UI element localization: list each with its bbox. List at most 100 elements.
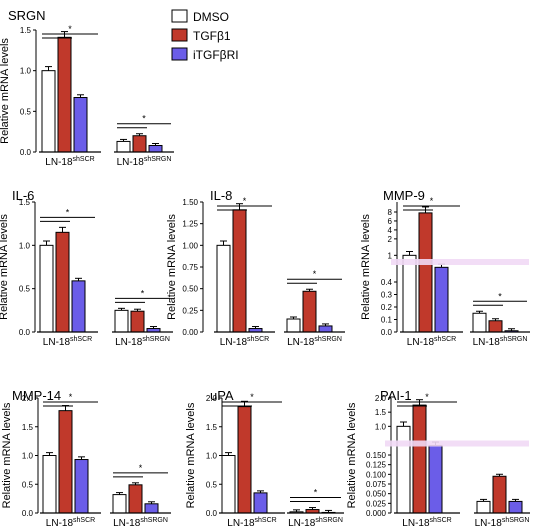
y-tick-label: 0.00: [182, 328, 198, 337]
y-tick-label: 1: [388, 251, 393, 260]
y-tick-label: 2.0: [22, 394, 34, 403]
legend-swatch: [171, 47, 188, 61]
y-tick-label: 1.5: [19, 198, 31, 207]
y-tick-label: 0.50: [182, 285, 198, 294]
legend-label: DMSO: [193, 10, 229, 24]
significance-star: *: [243, 196, 247, 206]
y-tick-label: 1.5: [20, 26, 32, 35]
group-label: LN-18shSCR: [402, 517, 451, 526]
bar-DMSO: [221, 455, 236, 514]
significance-star: *: [141, 288, 145, 298]
bar-TGF1: [132, 135, 147, 153]
y-axis-label: Relative mRNA levels: [0, 214, 10, 320]
y-axis-label: Relative mRNA levels: [0, 38, 11, 144]
significance-star: *: [313, 269, 317, 279]
y-axis-label: Relative mRNA levels: [166, 214, 178, 320]
legend-label: iTGFβRI: [193, 48, 239, 62]
y-tick-label: 0.0: [19, 328, 31, 337]
bar-DMSO: [39, 244, 54, 333]
bar-TGF1: [128, 484, 143, 514]
y-tick-label: 0.5: [22, 480, 34, 489]
y-tick-label: 1.0: [22, 452, 34, 461]
y-tick-label: 0.25: [182, 306, 198, 315]
bar-TGF1: [237, 406, 252, 514]
y-tick-label: 1.5: [22, 423, 34, 432]
bar-iTGFRI: [74, 459, 89, 514]
y-tick-label: 0.5: [206, 480, 218, 489]
bar-iTGFRI: [144, 503, 159, 514]
bar-iTGFRI: [148, 144, 163, 153]
y-tick-label: 1.5: [375, 408, 387, 417]
y-tick-label: 0.0: [206, 509, 218, 518]
chart-title: uPA: [210, 388, 234, 403]
y-tick-label: 0.5: [19, 285, 31, 294]
bar-DMSO: [42, 455, 57, 514]
y-tick-label: 0.000: [366, 509, 387, 518]
legend: DMSO TGFβ1 iTGFβRI: [171, 9, 239, 62]
significance-star: *: [498, 291, 502, 301]
bar-iTGFRI: [434, 266, 449, 333]
group-label: LN-18shSRGN: [473, 336, 528, 348]
chart-title: IL-8: [210, 188, 232, 203]
y-tick-label: 0.2: [381, 303, 393, 312]
chart-panel-upa: uPA Relative mRNA levels 0.0 0.5 1.0 1.5 2.0 LN…: [185, 388, 344, 526]
legend-swatch: [171, 28, 188, 42]
group-label: LN-18shSCR: [220, 336, 269, 348]
bar-TGF1: [412, 404, 427, 514]
bar-DMSO: [216, 244, 231, 333]
axis-break: [391, 259, 529, 265]
group-label: LN-18shSRGN: [287, 336, 342, 348]
y-tick-label: 1.0: [206, 452, 218, 461]
bar-DMSO: [286, 318, 301, 333]
y-tick-label: 1.5: [206, 423, 218, 432]
bar-TGF1: [418, 212, 433, 333]
y-tick-label: 1.25: [182, 220, 198, 229]
significance-star: *: [425, 392, 429, 402]
y-tick-label: 0.75: [182, 263, 198, 272]
bar-DMSO: [41, 70, 56, 153]
y-tick-label: 0.1: [381, 316, 393, 325]
y-tick-label: 2.0: [206, 394, 218, 403]
bar-iTGFRI: [253, 492, 268, 514]
bar-iTGFRI: [73, 97, 88, 153]
axis-break: [385, 440, 529, 447]
significance-star: *: [314, 488, 318, 498]
bar-iTGFRI: [428, 444, 443, 514]
group-label: LN-18shSRGN: [288, 517, 343, 526]
y-tick-label: 1.50: [182, 198, 198, 207]
y-tick-label: 0.0: [381, 328, 393, 337]
bar-DMSO: [116, 140, 131, 153]
y-axis-label: Relative mRNA levels: [1, 402, 13, 508]
y-axis-label: Relative mRNA levels: [360, 214, 372, 320]
group-label: LN-18shSRGN: [113, 517, 168, 526]
chart-panel-il-8: IL-8 Relative mRNA levels 0.00 0.25 0.50 0.75…: [166, 188, 345, 348]
y-axis-label: Relative mRNA levels: [346, 402, 358, 508]
bar-TGF1: [492, 475, 507, 514]
chart-title: MMP-14: [12, 388, 61, 403]
bar-DMSO: [476, 500, 491, 514]
group-label: LN-18shSCR: [45, 156, 94, 168]
y-tick-label: 8: [388, 208, 393, 217]
y-tick-label: 0.050: [366, 490, 387, 499]
y-tick-label: 0.4: [381, 278, 393, 287]
group-label: LN-18shSCR: [407, 336, 456, 348]
significance-star: *: [430, 196, 434, 206]
y-tick-label: 2: [388, 235, 393, 244]
bar-iTGFRI: [71, 280, 86, 333]
y-tick-label: 0.5: [20, 107, 32, 116]
bar-DMSO: [112, 494, 127, 514]
bar-DMSO: [396, 425, 411, 514]
chart-panel-il-6: IL-6 Relative mRNA levels 0.0 0.5 1.0 1.5 LN-1…: [0, 188, 173, 348]
bar-iTGFRI: [318, 325, 333, 333]
significance-star: *: [69, 392, 73, 402]
bar-DMSO: [402, 254, 417, 333]
significance-star: *: [142, 114, 146, 124]
y-axis-label: Relative mRNA levels: [185, 402, 197, 508]
y-tick-label: 2.0: [375, 394, 387, 403]
y-tick-label: 1.00: [182, 241, 198, 250]
legend-swatch: [171, 9, 188, 23]
group-label: LN-18shSCR: [43, 336, 92, 348]
y-tick-label: 0.025: [366, 499, 387, 508]
y-tick-label: 0.125: [366, 461, 387, 470]
